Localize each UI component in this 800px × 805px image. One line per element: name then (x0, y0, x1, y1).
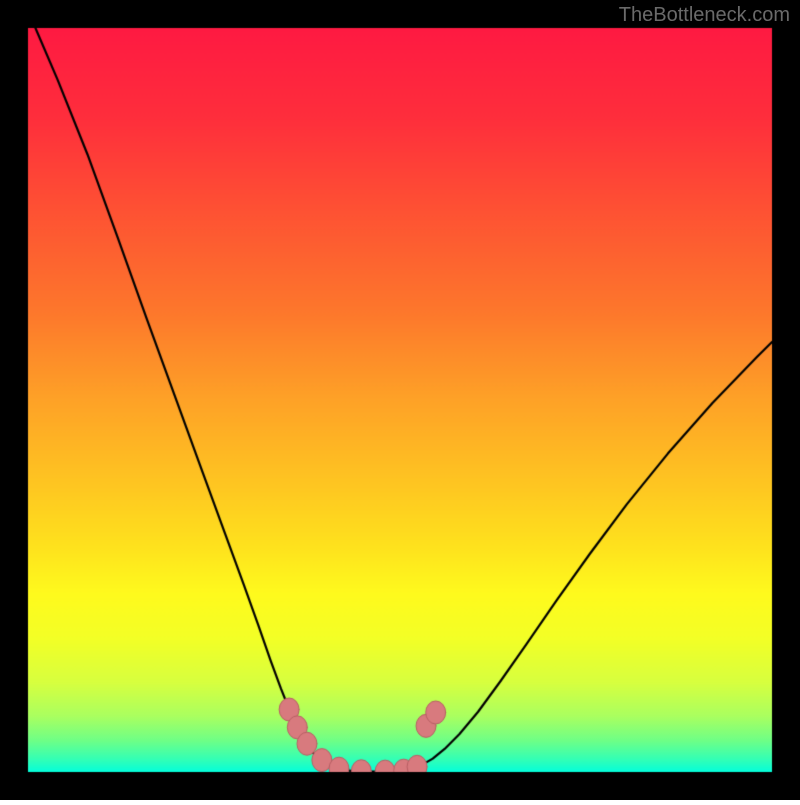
chart-container (0, 0, 800, 800)
bottleneck-chart (0, 0, 800, 800)
watermark-text: TheBottleneck.com (619, 4, 790, 27)
